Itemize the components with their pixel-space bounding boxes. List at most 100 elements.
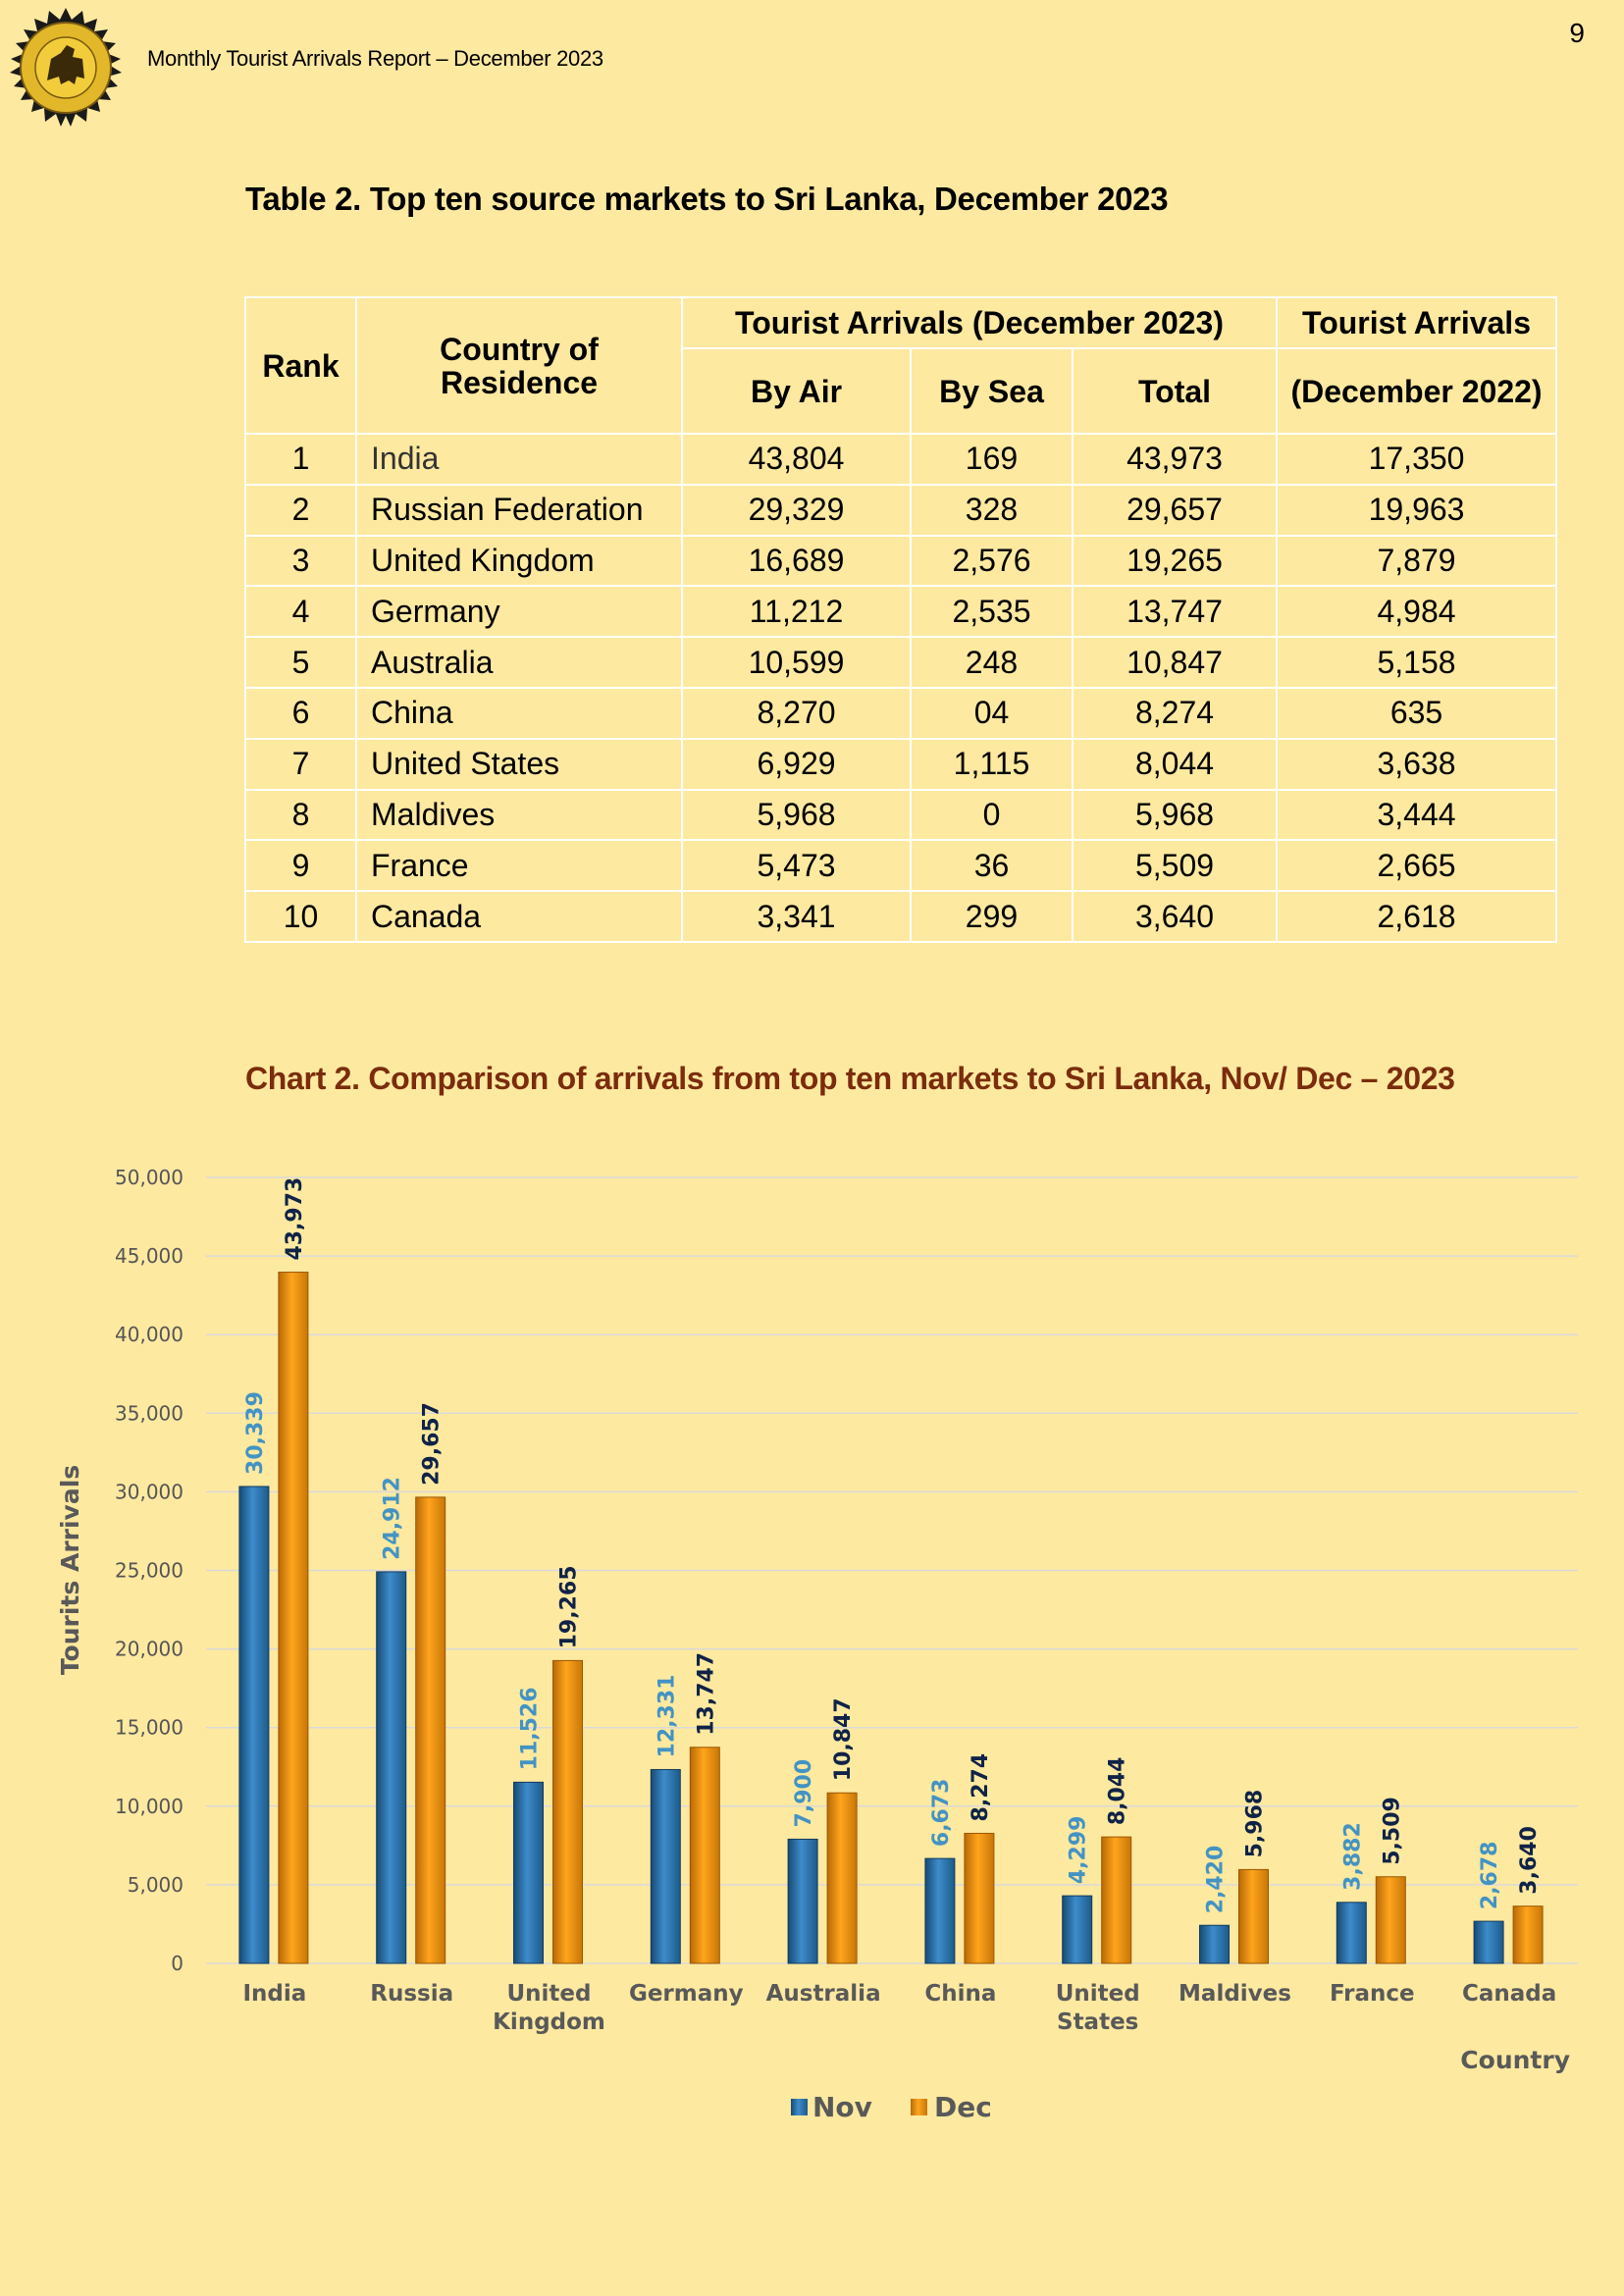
bar-dec [1101, 1836, 1132, 1964]
source-markets-table: Rank Country of Residence Tourist Arriva… [244, 296, 1558, 943]
data-label-dec: 8,044 [1106, 1757, 1130, 1826]
table-row: 9 France 5,473 36 5,509 2,665 [244, 839, 1558, 893]
data-label-nov: 4,299 [1067, 1816, 1091, 1885]
table-row: 8 Maldives 5,968 0 5,968 3,444 [244, 788, 1558, 842]
bar-dec [689, 1747, 720, 1964]
data-label-nov: 11,526 [518, 1687, 543, 1770]
y-tick-label: 0 [171, 1952, 183, 1975]
x-tick-label: India [242, 1981, 306, 2007]
bar-nov [513, 1781, 544, 1964]
data-label-nov: 2,420 [1204, 1846, 1229, 1914]
cell-rank: 2 [244, 483, 357, 537]
header-rank: Rank [244, 296, 357, 435]
header-by-air: By Air [681, 347, 912, 435]
data-label-dec: 3,640 [1517, 1826, 1542, 1895]
bar-nov [1062, 1895, 1093, 1964]
cell-dec-2022: 7,879 [1276, 534, 1558, 588]
data-label-dec: 43,973 [283, 1177, 307, 1261]
header-country: Country of Residence [355, 296, 683, 435]
cell-total: 5,509 [1071, 839, 1279, 893]
x-tick-label: Canada [1462, 1981, 1556, 2007]
bar-dec [826, 1792, 858, 1964]
header-tourist-arrivals-dec-2022: Tourist Arrivals [1276, 296, 1558, 349]
x-tick-label: China [924, 1981, 996, 2007]
cell-by-air: 6,929 [681, 737, 912, 791]
x-tick-label: States [1057, 2009, 1138, 2035]
cell-rank: 9 [244, 839, 357, 893]
cell-by-sea: 2,535 [910, 585, 1074, 639]
bar-dec [1238, 1868, 1269, 1964]
legend-label-nov: Nov [812, 2091, 872, 2123]
cell-country: India [355, 433, 683, 486]
cell-by-sea: 248 [910, 636, 1074, 689]
header-by-sea: By Sea [910, 347, 1074, 435]
cell-dec-2022: 2,618 [1276, 890, 1558, 943]
cell-by-sea: 36 [910, 839, 1074, 893]
bar-dec [552, 1659, 583, 1964]
header-dec-2022-line1: Tourist Arrivals [1302, 305, 1531, 340]
cell-total: 10,847 [1071, 636, 1279, 689]
cell-rank: 5 [244, 636, 357, 689]
x-tick-label: Maldives [1179, 1981, 1291, 2007]
cell-total: 13,747 [1071, 585, 1279, 639]
y-tick-label: 5,000 [128, 1873, 183, 1897]
x-tick-label: France [1330, 1981, 1415, 2007]
table-row: 5 Australia 10,599 248 10,847 5,158 [244, 636, 1558, 689]
cell-rank: 8 [244, 788, 357, 842]
cell-dec-2022: 3,638 [1276, 737, 1558, 791]
cell-dec-2022: 17,350 [1276, 433, 1558, 486]
legend-swatch-dec [911, 2099, 927, 2115]
table-row: 6 China 8,270 04 8,274 635 [244, 686, 1558, 740]
legend-swatch-nov [791, 2099, 808, 2115]
cell-rank: 3 [244, 534, 357, 588]
cell-country: Russian Federation [355, 483, 683, 537]
cell-dec-2022: 635 [1276, 686, 1558, 740]
legend-label-dec: Dec [934, 2091, 992, 2123]
table-row: 2 Russian Federation 29,329 328 29,657 1… [244, 483, 1558, 537]
data-label-dec: 8,274 [969, 1753, 993, 1822]
cell-dec-2022: 5,158 [1276, 636, 1558, 689]
data-label-dec: 5,968 [1243, 1790, 1268, 1858]
bar-nov [650, 1768, 681, 1964]
cell-by-sea: 328 [910, 483, 1074, 537]
bar-nov [238, 1486, 270, 1964]
bar-dec [278, 1272, 309, 1964]
header-tourist-arrivals-dec-2023: Tourist Arrivals (December 2023) [680, 296, 1279, 349]
table-row: 10 Canada 3,341 299 3,640 2,618 [244, 890, 1558, 943]
cell-total: 19,265 [1071, 534, 1279, 588]
cell-country: Canada [355, 890, 683, 943]
y-tick-label: 50,000 [115, 1166, 183, 1189]
cell-by-sea: 1,115 [910, 737, 1074, 791]
bar-nov [1473, 1920, 1504, 1964]
bar-nov [376, 1571, 407, 1964]
cell-by-air: 29,329 [681, 483, 912, 537]
table-row: 7 United States 6,929 1,115 8,044 3,638 [244, 737, 1558, 791]
cell-total: 8,044 [1071, 737, 1279, 791]
table-row: 1 India 43,804 169 43,973 17,350 [244, 433, 1558, 486]
cell-by-sea: 169 [910, 433, 1074, 486]
data-label-dec: 13,747 [694, 1652, 718, 1736]
cell-country: Maldives [355, 788, 683, 842]
cell-rank: 7 [244, 737, 357, 791]
header-dec-2022-period: (December 2022) [1276, 347, 1558, 435]
x-tick-label: United [507, 1981, 592, 2007]
bar-dec [415, 1496, 446, 1964]
bar-nov [1336, 1902, 1367, 1964]
cell-country: Australia [355, 636, 683, 689]
cell-by-air: 11,212 [681, 585, 912, 639]
cell-country: United States [355, 737, 683, 791]
x-tick-label: Australia [766, 1981, 881, 2007]
x-axis-title: Country [1460, 2046, 1570, 2074]
bar-dec [1375, 1876, 1406, 1964]
lion-emblem-icon [10, 8, 122, 127]
y-tick-label: 25,000 [115, 1559, 183, 1583]
cell-country: Germany [355, 585, 683, 639]
cell-total: 3,640 [1071, 890, 1279, 943]
chart-legend: Nov Dec [791, 2091, 992, 2123]
cell-rank: 4 [244, 585, 357, 639]
cell-total: 29,657 [1071, 483, 1279, 537]
bar-dec [1512, 1905, 1544, 1964]
cell-dec-2022: 4,984 [1276, 585, 1558, 639]
cell-rank: 1 [244, 433, 357, 486]
data-label-dec: 19,265 [557, 1565, 582, 1648]
